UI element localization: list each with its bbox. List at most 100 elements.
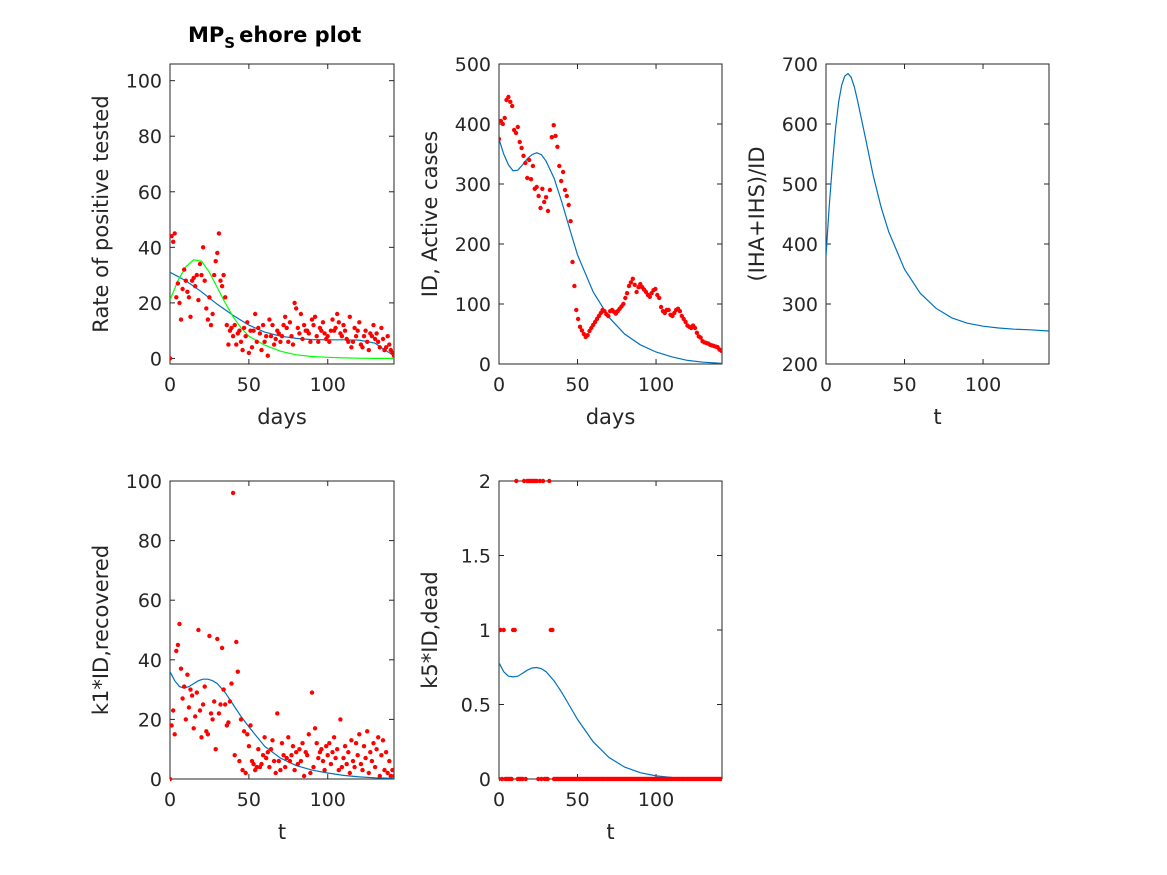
- data-point: [177, 621, 182, 627]
- data-point: [254, 339, 259, 344]
- data-point: [346, 339, 351, 344]
- data-point: [292, 300, 297, 306]
- x-tick-label: 100: [310, 374, 346, 396]
- y-tick-label: 200: [782, 354, 818, 376]
- data-point: [230, 490, 236, 496]
- data-point: [174, 295, 179, 300]
- data-point: [377, 345, 382, 350]
- data-point: [374, 331, 379, 336]
- data-point: [543, 195, 549, 200]
- data-point: [188, 314, 193, 319]
- data-point: [379, 753, 384, 758]
- data-point: [218, 702, 223, 707]
- data-point: [341, 755, 346, 761]
- data-point: [372, 764, 378, 770]
- data-point: [519, 145, 524, 151]
- data-point: [312, 314, 318, 319]
- data-point: [275, 711, 280, 716]
- data-point: [180, 286, 185, 292]
- data-point: [306, 331, 311, 336]
- data-point: [527, 157, 532, 163]
- data-point: [666, 307, 671, 313]
- data-point: [216, 231, 222, 236]
- data-point: [278, 767, 283, 773]
- data-point: [205, 732, 211, 737]
- data-point: [355, 753, 360, 758]
- data-point: [215, 250, 220, 256]
- data-point: [246, 350, 252, 356]
- data-point: [551, 123, 556, 128]
- data-point: [341, 322, 346, 328]
- y-tick-label: 20: [138, 293, 162, 315]
- data-point: [193, 714, 198, 719]
- axes-box: [169, 63, 395, 365]
- data-point: [322, 331, 327, 336]
- data-point: [188, 687, 193, 692]
- data-point: [347, 314, 352, 319]
- data-point: [719, 348, 722, 353]
- data-point: [521, 478, 527, 484]
- data-point: [506, 94, 511, 100]
- data-point: [219, 645, 225, 651]
- data-point: [357, 732, 362, 737]
- data-point: [309, 690, 315, 695]
- data-point: [289, 334, 294, 339]
- data-point: [322, 767, 327, 773]
- data-point: [542, 199, 547, 205]
- data-point: [175, 642, 181, 648]
- data-point: [246, 744, 252, 749]
- data-point: [251, 328, 256, 333]
- series-line-2: [170, 259, 394, 359]
- data-point: [289, 753, 294, 758]
- data-point: [521, 153, 526, 158]
- data-point: [284, 325, 289, 331]
- series-line-1: [170, 271, 394, 356]
- data-point: [268, 747, 274, 752]
- data-point: [658, 304, 664, 310]
- data-point: [500, 121, 505, 127]
- data-point: [361, 334, 367, 339]
- data-point: [316, 339, 321, 344]
- data-point: [325, 334, 330, 339]
- figure-title-rest: ehore plot: [239, 23, 361, 47]
- data-point: [537, 478, 542, 484]
- data-point: [182, 684, 187, 689]
- y-tick-label: 80: [138, 126, 162, 148]
- data-point: [294, 306, 299, 311]
- data-point: [555, 144, 560, 149]
- x-tick-label: 0: [164, 374, 176, 396]
- data-point: [292, 767, 297, 773]
- data-point: [325, 753, 330, 758]
- data-point: [196, 627, 201, 633]
- data-point: [256, 325, 261, 331]
- data-point: [276, 758, 281, 764]
- data-point: [719, 776, 722, 782]
- y-axis-label: k1*ID,recovered: [89, 545, 113, 715]
- data-point: [316, 755, 321, 761]
- data-point: [363, 755, 368, 761]
- series-line-1: [499, 662, 722, 780]
- data-point: [388, 773, 393, 779]
- data-point: [297, 331, 302, 336]
- data-point: [385, 334, 390, 339]
- y-tick-label: 2: [479, 471, 491, 493]
- data-point: [349, 345, 354, 350]
- data-point: [385, 770, 390, 776]
- data-point: [383, 345, 389, 350]
- data-point: [301, 773, 307, 779]
- data-point: [525, 175, 530, 181]
- data-point: [382, 767, 387, 773]
- data-point: [331, 735, 337, 740]
- data-point: [517, 139, 522, 145]
- data-point: [186, 295, 192, 300]
- data-point: [564, 193, 569, 199]
- data-point: [339, 334, 345, 339]
- data-point: [170, 723, 174, 728]
- data-point: [632, 282, 637, 287]
- data-point: [234, 342, 239, 347]
- data-point: [248, 328, 253, 333]
- data-point: [183, 717, 188, 722]
- data-point: [273, 336, 278, 342]
- data-point: [577, 324, 583, 329]
